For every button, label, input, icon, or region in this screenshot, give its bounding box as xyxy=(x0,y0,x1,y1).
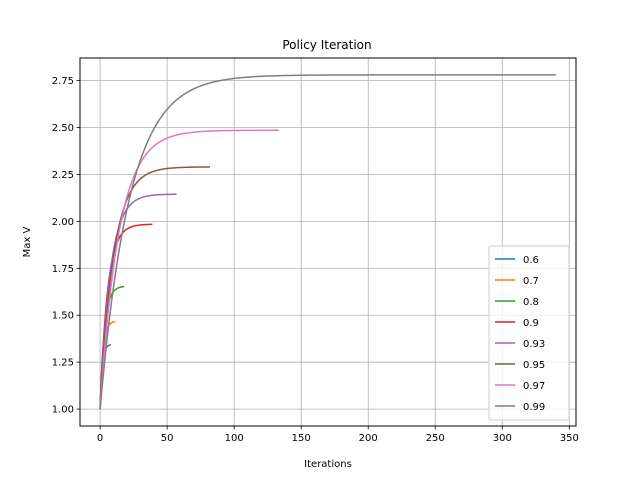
y-axis-title: Max V xyxy=(22,226,33,257)
series-line-0.95 xyxy=(99,166,211,410)
series-line-0.93 xyxy=(99,193,177,410)
y-tick-label: 2.25 xyxy=(52,170,74,181)
y-tick-label: 2.75 xyxy=(52,76,74,87)
y-tick-label: 2.00 xyxy=(52,217,74,228)
x-tick-label: 0 xyxy=(97,433,103,444)
y-tick-label: 2.50 xyxy=(52,123,74,134)
x-tick-label: 50 xyxy=(161,433,174,444)
legend-label-0.97: 0.97 xyxy=(523,381,545,392)
legend-label-0.99: 0.99 xyxy=(523,402,545,413)
x-axis-title: Iterations xyxy=(304,459,352,470)
x-tick-label: 200 xyxy=(359,433,378,444)
y-tick-label: 1.25 xyxy=(52,358,74,369)
x-tick-label: 300 xyxy=(493,433,512,444)
legend-label-0.9: 0.9 xyxy=(523,318,539,329)
x-tick-label: 250 xyxy=(426,433,445,444)
legend-label-0.93: 0.93 xyxy=(523,339,545,350)
legend-label-0.6: 0.6 xyxy=(523,255,539,266)
legend-label-0.8: 0.8 xyxy=(523,297,539,308)
y-tick-label: 1.75 xyxy=(52,264,74,275)
series-line-0.99 xyxy=(99,74,556,410)
legend: 0.6 0.7 0.8 0.9 0.93 0.95 0.97 0.99 xyxy=(488,245,570,421)
plot-frame xyxy=(79,57,577,427)
legend-label-0.95: 0.95 xyxy=(523,360,545,371)
x-tick-label: 100 xyxy=(225,433,244,444)
axis-ticks: 0 50 100 150 200 250 300 350 1.00 1.25 1.50 1.75 2.0… xyxy=(52,76,579,444)
y-tick-label: 1.50 xyxy=(52,311,74,322)
series-line-0.97 xyxy=(99,129,279,410)
x-tick-label: 150 xyxy=(292,433,311,444)
series-lines xyxy=(99,74,556,410)
x-tick-label: 350 xyxy=(560,433,579,444)
chart-title: Policy Iteration xyxy=(282,38,371,52)
legend-box xyxy=(488,245,570,421)
y-tick-label: 1.00 xyxy=(52,405,74,416)
legend-label-0.7: 0.7 xyxy=(523,276,539,287)
